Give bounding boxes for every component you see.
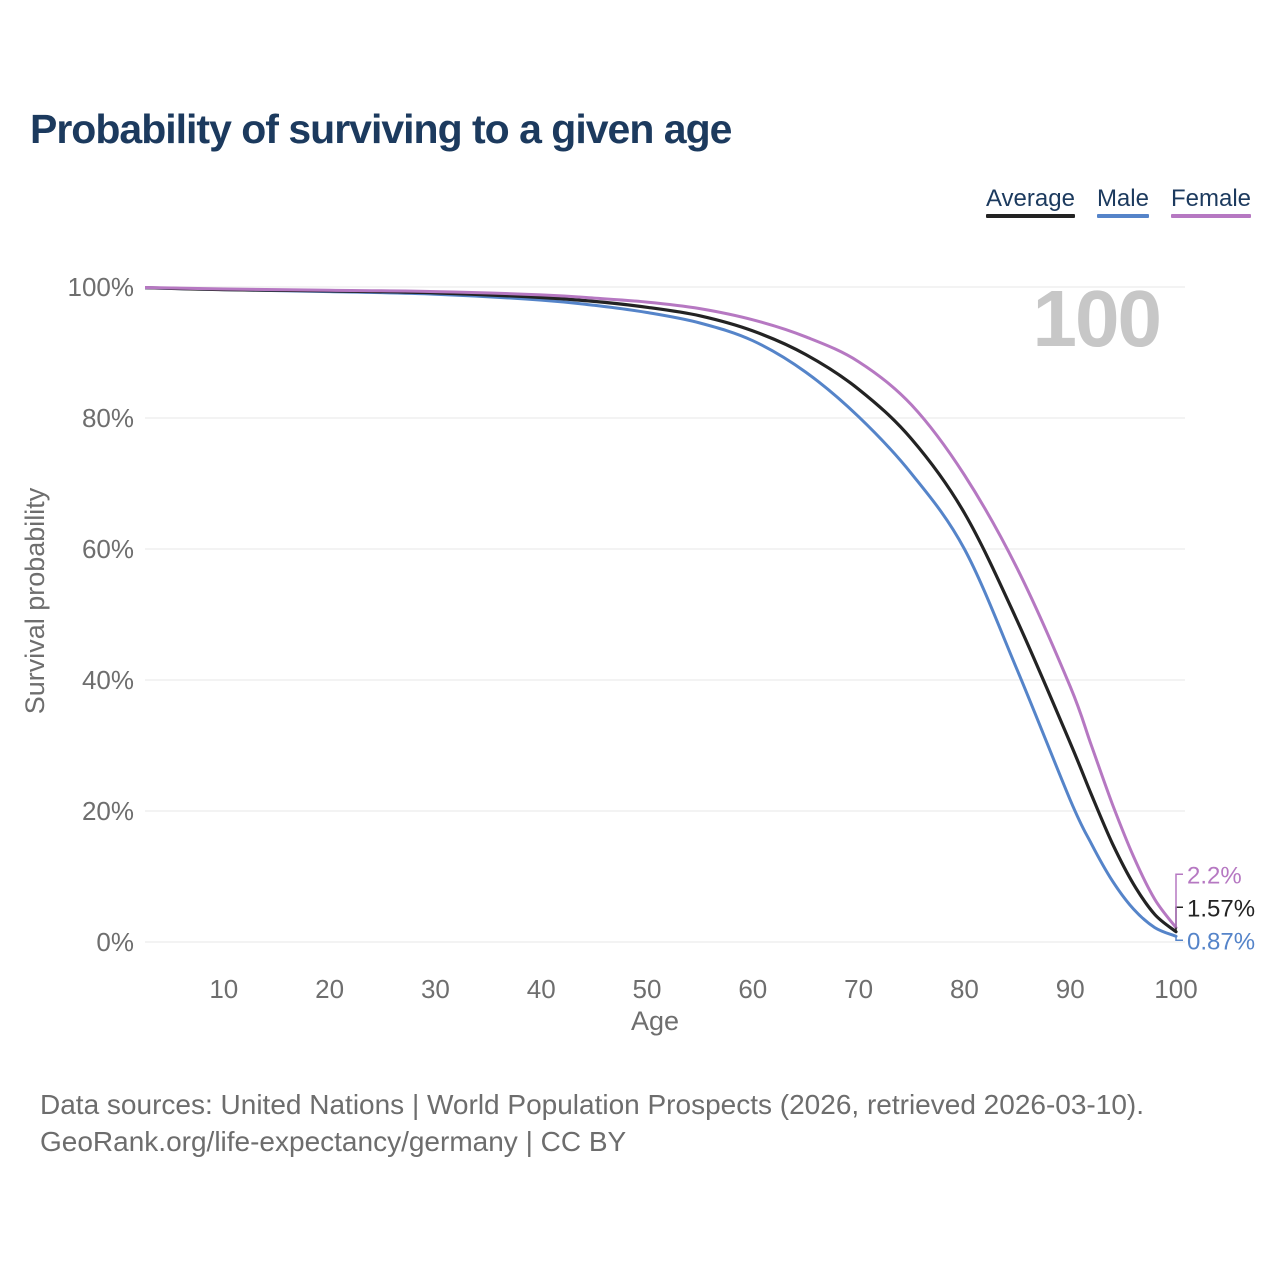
page-title: Probability of surviving to a given age xyxy=(30,106,732,152)
x-tick-label: 30 xyxy=(421,974,450,1004)
footer: Data sources: United Nations | World Pop… xyxy=(40,1086,1144,1160)
plot-area xyxy=(145,286,1178,938)
end-label-male: 0.87% xyxy=(1187,928,1255,955)
footer-data-sources: Data sources: United Nations | World Pop… xyxy=(40,1089,1145,1120)
legend: Average Male Female xyxy=(985,185,1251,218)
y-axis-title: Survival probability xyxy=(20,487,50,714)
x-tick-label: 70 xyxy=(844,974,873,1004)
legend-item-average[interactable]: Average xyxy=(985,185,1075,218)
end-label-female: 2.2% xyxy=(1187,862,1242,889)
watermark-max-age: 100 xyxy=(1033,274,1160,363)
x-tick-label: 100 xyxy=(1154,974,1197,1004)
legend-label-female: Female xyxy=(1170,185,1251,212)
y-tick-label: 20% xyxy=(82,796,134,826)
legend-swatch-average xyxy=(985,214,1075,218)
x-tick-label: 40 xyxy=(527,974,556,1004)
end-label-connector-female xyxy=(1175,873,1183,928)
series-line-female xyxy=(145,286,1178,930)
series-line-male xyxy=(145,286,1178,938)
x-tick-label: 20 xyxy=(315,974,344,1004)
x-tick-label: 60 xyxy=(738,974,767,1004)
footer-attribution: GeoRank.org/life-expectancy/germany | CC… xyxy=(40,1126,627,1157)
legend-swatch-male xyxy=(1096,214,1149,218)
legend-swatch-female xyxy=(1170,214,1251,218)
x-tick-label: 50 xyxy=(633,974,662,1004)
x-tick-label: 10 xyxy=(209,974,238,1004)
end-label-average: 1.57% xyxy=(1187,895,1255,922)
x-axis-title: Age xyxy=(631,1006,679,1036)
y-tick-label: 80% xyxy=(82,403,134,433)
legend-label-male: Male xyxy=(1096,185,1149,212)
y-tick-label: 0% xyxy=(96,927,134,957)
legend-item-female[interactable]: Female xyxy=(1170,185,1251,218)
y-tick-label: 100% xyxy=(68,272,135,302)
x-tick-label: 80 xyxy=(950,974,979,1004)
legend-item-male[interactable]: Male xyxy=(1096,185,1149,218)
x-tick-label: 90 xyxy=(1056,974,1085,1004)
end-label-connector-male xyxy=(1175,936,1183,942)
y-tick-label: 40% xyxy=(82,665,134,695)
series-line-average xyxy=(145,286,1178,934)
legend-label-average: Average xyxy=(985,185,1075,212)
y-tick-label: 60% xyxy=(82,534,134,564)
